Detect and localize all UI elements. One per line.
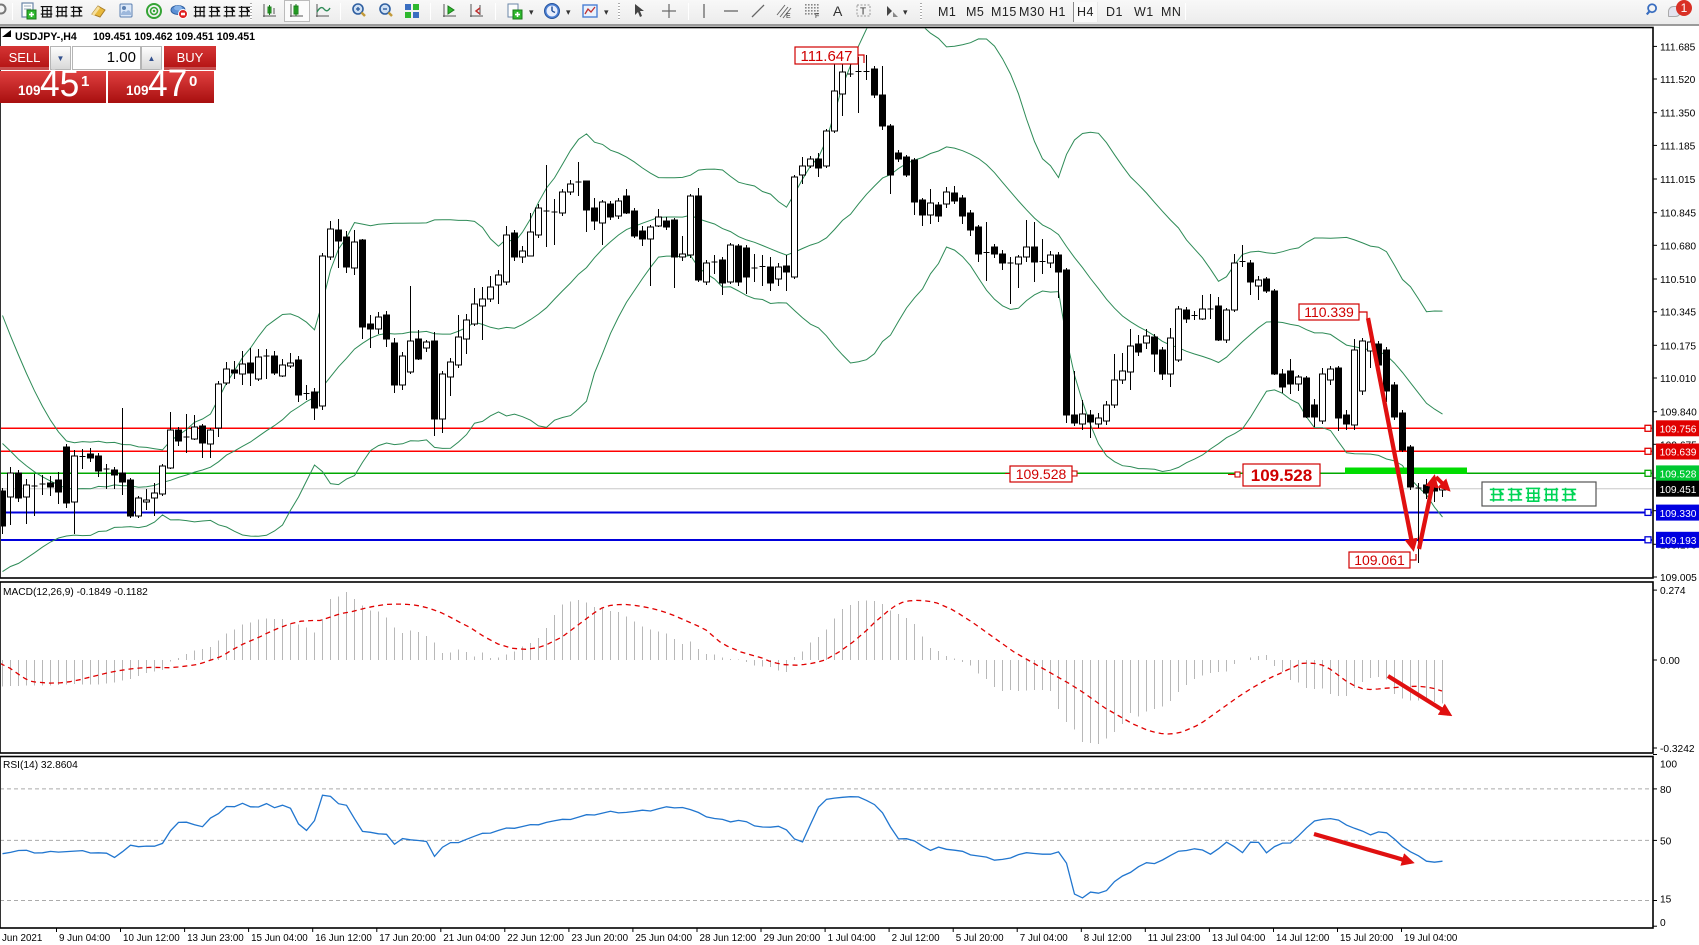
svg-text:25 Jun 04:00: 25 Jun 04:00 xyxy=(635,933,692,944)
svg-text:RSI(14) 32.8604: RSI(14) 32.8604 xyxy=(3,760,78,771)
svg-text:109.451 109.462 109.451 109.45: 109.451 109.462 109.451 109.451 xyxy=(93,31,255,43)
svg-text:E: E xyxy=(786,13,791,20)
svg-text:50: 50 xyxy=(1660,836,1672,847)
svg-text:7 Jul 04:00: 7 Jul 04:00 xyxy=(1020,933,1068,944)
svg-text:110.339: 110.339 xyxy=(1304,304,1354,320)
svg-text:109.330: 109.330 xyxy=(1660,509,1697,520)
svg-text:9 Jun 04:00: 9 Jun 04:00 xyxy=(59,933,111,944)
svg-text:0: 0 xyxy=(1660,918,1666,929)
svg-text:MACD(12,26,9) -0.1849 -0.1182: MACD(12,26,9) -0.1849 -0.1182 xyxy=(3,587,148,598)
svg-text:111.685: 111.685 xyxy=(1660,42,1696,53)
svg-text:14 Jul 12:00: 14 Jul 12:00 xyxy=(1276,933,1330,944)
svg-text:28 Jun 12:00: 28 Jun 12:00 xyxy=(700,933,757,944)
svg-text:109.756: 109.756 xyxy=(1660,425,1697,436)
svg-text:13 Jun 23:00: 13 Jun 23:00 xyxy=(187,933,244,944)
svg-text:16 Jun 12:00: 16 Jun 12:00 xyxy=(315,933,372,944)
svg-text:111.647: 111.647 xyxy=(801,48,853,65)
svg-text:0.00: 0.00 xyxy=(1660,656,1680,667)
svg-text:15 Jun 04:00: 15 Jun 04:00 xyxy=(251,933,308,944)
svg-text:13 Jul 04:00: 13 Jul 04:00 xyxy=(1212,933,1266,944)
svg-text:110.175: 110.175 xyxy=(1660,341,1696,352)
svg-text:110.845: 110.845 xyxy=(1660,209,1696,220)
svg-text:111.350: 111.350 xyxy=(1660,109,1696,120)
svg-text:111.185: 111.185 xyxy=(1660,141,1696,152)
svg-text:17 Jun 20:00: 17 Jun 20:00 xyxy=(379,933,436,944)
svg-text:F: F xyxy=(815,13,819,20)
svg-text:100: 100 xyxy=(1660,760,1677,771)
svg-text:23 Jun 20:00: 23 Jun 20:00 xyxy=(571,933,628,944)
svg-text:8 Jul 12:00: 8 Jul 12:00 xyxy=(1084,933,1132,944)
svg-text:109.528: 109.528 xyxy=(1251,466,1312,485)
svg-text:80: 80 xyxy=(1660,785,1672,796)
svg-text:USDJPY-,H4: USDJPY-,H4 xyxy=(15,31,77,43)
svg-text:Jun 2021: Jun 2021 xyxy=(2,933,42,944)
svg-text:109.193: 109.193 xyxy=(1660,536,1697,547)
svg-text:-0.3242: -0.3242 xyxy=(1660,744,1695,755)
svg-text:19 Jul 04:00: 19 Jul 04:00 xyxy=(1404,933,1458,944)
svg-text:5 Jul 20:00: 5 Jul 20:00 xyxy=(956,933,1004,944)
svg-text:10 Jun 12:00: 10 Jun 12:00 xyxy=(123,933,180,944)
svg-text:109.451: 109.451 xyxy=(1660,485,1697,496)
svg-text:109.061: 109.061 xyxy=(1354,552,1405,568)
svg-text:110.510: 110.510 xyxy=(1660,275,1696,286)
svg-text:109.528: 109.528 xyxy=(1016,466,1067,482)
svg-text:110.010: 110.010 xyxy=(1660,374,1696,385)
svg-text:T: T xyxy=(860,7,866,18)
svg-text:11 Jul 23:00: 11 Jul 23:00 xyxy=(1148,933,1201,944)
svg-text:111.520: 111.520 xyxy=(1660,75,1696,86)
svg-text:15 Jul 20:00: 15 Jul 20:00 xyxy=(1340,933,1394,944)
svg-text:110.345: 110.345 xyxy=(1660,308,1696,319)
svg-text:110.680: 110.680 xyxy=(1660,241,1696,252)
svg-text:1 Jul 04:00: 1 Jul 04:00 xyxy=(828,933,876,944)
svg-text:109.840: 109.840 xyxy=(1660,408,1697,419)
svg-text:111.015: 111.015 xyxy=(1660,175,1696,186)
svg-text:2 Jul 12:00: 2 Jul 12:00 xyxy=(892,933,940,944)
svg-text:22 Jun 12:00: 22 Jun 12:00 xyxy=(507,933,564,944)
svg-text:21 Jun 04:00: 21 Jun 04:00 xyxy=(443,933,500,944)
svg-text:29 Jun 20:00: 29 Jun 20:00 xyxy=(764,933,821,944)
svg-text:15: 15 xyxy=(1660,895,1672,906)
svg-text:109.639: 109.639 xyxy=(1660,448,1697,459)
svg-text:0.274: 0.274 xyxy=(1660,586,1686,597)
svg-text:109.528: 109.528 xyxy=(1660,470,1697,481)
svg-text:109.005: 109.005 xyxy=(1660,573,1697,584)
